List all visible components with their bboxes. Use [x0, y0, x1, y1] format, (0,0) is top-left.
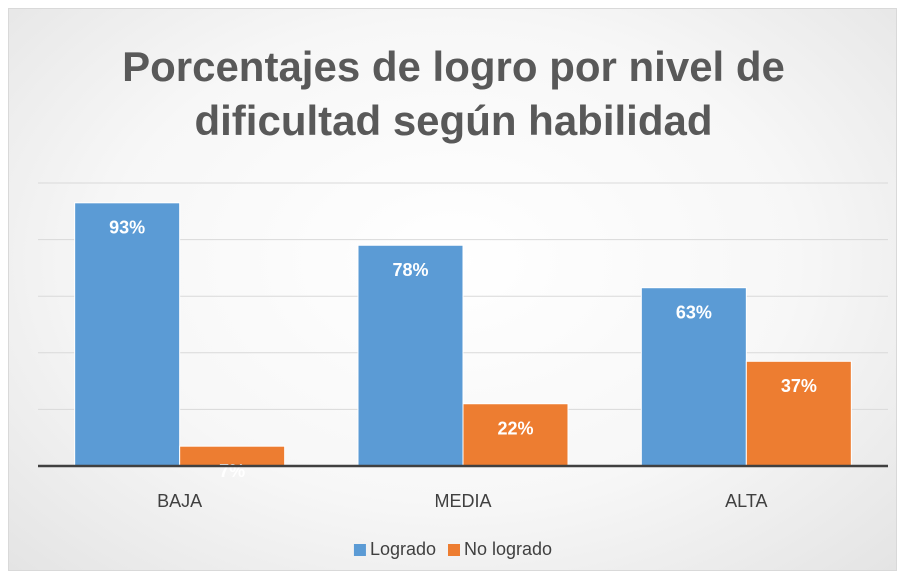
chart-title: Porcentajes de logro por nivel de dificu…	[122, 43, 785, 144]
data-label: 37%	[781, 376, 817, 396]
bar	[462, 403, 569, 467]
bar	[640, 287, 747, 467]
x-tick-label: BAJA	[157, 491, 202, 511]
legend-label: No logrado	[464, 539, 552, 559]
legend-swatch	[353, 544, 366, 556]
bar	[74, 202, 181, 467]
data-label: 78%	[392, 260, 428, 280]
data-label: 63%	[676, 302, 712, 322]
bar	[357, 244, 464, 467]
data-label: 93%	[109, 218, 145, 238]
legend-label: Logrado	[370, 539, 436, 559]
x-tick-label: ALTA	[725, 491, 767, 511]
x-tick-label: MEDIA	[434, 491, 491, 511]
data-label: 7%	[219, 461, 245, 481]
data-label: 22%	[497, 418, 533, 438]
legend-swatch	[448, 544, 460, 556]
